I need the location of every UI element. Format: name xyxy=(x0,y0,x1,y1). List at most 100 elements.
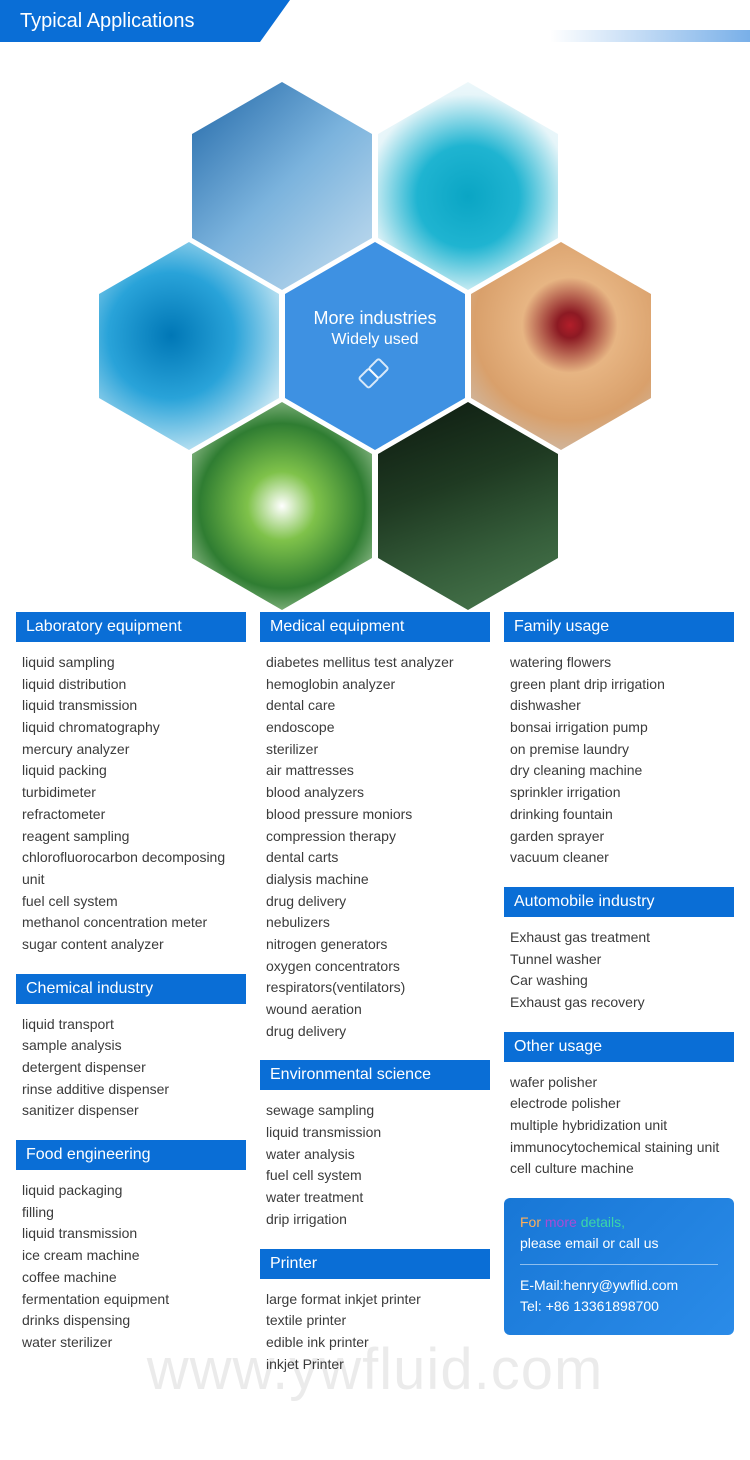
list-item: sprinkler irrigation xyxy=(510,782,734,804)
list-item: dental care xyxy=(266,695,490,717)
list-item: dishwasher xyxy=(510,695,734,717)
list-item: vacuum cleaner xyxy=(510,847,734,869)
list-item: sugar content analyzer xyxy=(22,934,246,956)
contact-email: E-Mail:henry@ywflid.com xyxy=(520,1275,718,1296)
list-item: compression therapy xyxy=(266,826,490,848)
list-item: liquid packing xyxy=(22,760,246,782)
header-angle-decoration xyxy=(260,0,290,42)
list-item: nitrogen generators xyxy=(266,934,490,956)
list-item: garden sprayer xyxy=(510,826,734,848)
list-item: filling xyxy=(22,1202,246,1224)
hex-image-food xyxy=(471,242,651,450)
list-item: Exhaust gas treatment xyxy=(510,927,734,949)
contact-divider xyxy=(520,1264,718,1265)
list-item: fermentation equipment xyxy=(22,1289,246,1311)
list-item: drinks dispensing xyxy=(22,1310,246,1332)
list-item: air mattresses xyxy=(266,760,490,782)
list-item: liquid chromatography xyxy=(22,717,246,739)
list-item: sterilizer xyxy=(266,739,490,761)
list-item: sample analysis xyxy=(22,1035,246,1057)
categories-grid: Laboratory equipmentliquid samplingliqui… xyxy=(0,612,750,1413)
contact-line1: For more details, xyxy=(520,1212,718,1233)
list-item: nebulizers xyxy=(266,912,490,934)
section-list: liquid transportsample analysisdetergent… xyxy=(16,1014,246,1122)
list-item: wafer polisher xyxy=(510,1072,734,1094)
hexagon-cluster: More industries Widely used xyxy=(0,52,750,612)
list-item: endoscope xyxy=(266,717,490,739)
section-header: Family usage xyxy=(504,612,734,642)
header-fade-decoration xyxy=(550,30,750,42)
section-list: watering flowersgreen plant drip irrigat… xyxy=(504,652,734,869)
list-item: green plant drip irrigation xyxy=(510,674,734,696)
list-item: bonsai irrigation pump xyxy=(510,717,734,739)
contact-card: For more details,please email or call us… xyxy=(504,1198,734,1335)
list-item: liquid transport xyxy=(22,1014,246,1036)
list-item: respirators(ventilators) xyxy=(266,977,490,999)
list-item: sanitizer dispenser xyxy=(22,1100,246,1122)
list-item: chlorofluorocarbon decomposing unit xyxy=(22,847,246,890)
category-column: Medical equipment diabetes mellitus test … xyxy=(260,612,490,1393)
list-item: methanol concentration meter xyxy=(22,912,246,934)
list-item: cell culture machine xyxy=(510,1158,734,1180)
list-item: liquid distribution xyxy=(22,674,246,696)
list-item: refractometer xyxy=(22,804,246,826)
section-header: Food engineering xyxy=(16,1140,246,1170)
list-item: immunocytochemical staining unit xyxy=(510,1137,734,1159)
list-item: hemoglobin analyzer xyxy=(266,674,490,696)
list-item: on premise laundry xyxy=(510,739,734,761)
list-item: oxygen concentrators xyxy=(266,956,490,978)
list-item: drug delivery xyxy=(266,891,490,913)
contact-tel: Tel: +86 13361898700 xyxy=(520,1296,718,1317)
section-header: Environmental science xyxy=(260,1060,490,1090)
section-list: sewage samplingliquid transmissionwater … xyxy=(260,1100,490,1230)
list-item: Exhaust gas recovery xyxy=(510,992,734,1014)
list-item: liquid transmission xyxy=(266,1122,490,1144)
list-item: multiple hybridization unit xyxy=(510,1115,734,1137)
list-item: Car washing xyxy=(510,970,734,992)
list-item: liquid packaging xyxy=(22,1180,246,1202)
hex-center-line1: More industries xyxy=(313,308,436,329)
list-item: water sterilizer xyxy=(22,1332,246,1354)
list-item: Tunnel washer xyxy=(510,949,734,971)
hex-image-beaker xyxy=(378,82,558,290)
list-item: blood pressure moniors xyxy=(266,804,490,826)
section-list: wafer polisherelectrode polishermultiple… xyxy=(504,1072,734,1180)
list-item: water analysis xyxy=(266,1144,490,1166)
list-item: edible ink printer xyxy=(266,1332,490,1354)
list-item: dialysis machine xyxy=(266,869,490,891)
section-header: Automobile industry xyxy=(504,887,734,917)
section-header: Other usage xyxy=(504,1032,734,1062)
list-item: coffee machine xyxy=(22,1267,246,1289)
list-item: diabetes mellitus test analyzer xyxy=(266,652,490,674)
section-header: Medical equipment xyxy=(260,612,490,642)
section-header: Printer xyxy=(260,1249,490,1279)
list-item: fuel cell system xyxy=(266,1165,490,1187)
list-item: water treatment xyxy=(266,1187,490,1209)
page-header: Typical Applications xyxy=(0,0,750,42)
section-header: Laboratory equipment xyxy=(16,612,246,642)
category-column: Laboratory equipmentliquid samplingliqui… xyxy=(16,612,246,1393)
list-item: detergent dispenser xyxy=(22,1057,246,1079)
list-item: rinse additive dispenser xyxy=(22,1079,246,1101)
list-item: reagent sampling xyxy=(22,826,246,848)
list-item: inkjet Printer xyxy=(266,1354,490,1376)
list-item: blood analyzers xyxy=(266,782,490,804)
list-item: mercury analyzer xyxy=(22,739,246,761)
section-list: liquid packagingfillingliquid transmissi… xyxy=(16,1180,246,1354)
list-item: drip irrigation xyxy=(266,1209,490,1231)
list-item: liquid transmission xyxy=(22,695,246,717)
hex-center-line2: Widely used xyxy=(331,331,418,349)
category-column: Family usage watering flowersgreen plant … xyxy=(504,612,734,1393)
hex-center-icon xyxy=(357,353,394,390)
section-list: Exhaust gas treatmentTunnel washerCar wa… xyxy=(504,927,734,1014)
contact-line2: please email or call us xyxy=(520,1233,718,1254)
list-item: ice cream machine xyxy=(22,1245,246,1267)
list-item: textile printer xyxy=(266,1310,490,1332)
hex-image-flask xyxy=(99,242,279,450)
section-list: diabetes mellitus test analyzerhemoglobi… xyxy=(260,652,490,1042)
hex-center: More industries Widely used xyxy=(285,242,465,450)
list-item: drug delivery xyxy=(266,1021,490,1043)
list-item: sewage sampling xyxy=(266,1100,490,1122)
list-item: drinking fountain xyxy=(510,804,734,826)
list-item: wound aeration xyxy=(266,999,490,1021)
